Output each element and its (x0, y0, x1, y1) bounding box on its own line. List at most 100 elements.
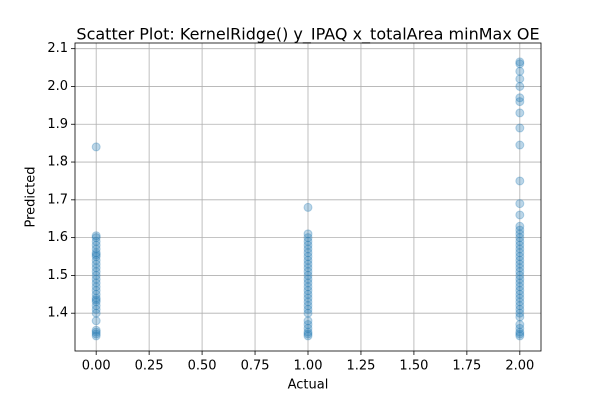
point (91, 316, 101, 326)
point (91, 301, 101, 311)
point (91, 231, 101, 241)
point (303, 236, 313, 246)
point (303, 244, 313, 254)
y-tick-label: 1.6 (47, 230, 68, 245)
point (515, 329, 525, 339)
point (91, 244, 101, 254)
point (303, 301, 313, 311)
point (515, 263, 525, 273)
point (303, 252, 313, 262)
point (303, 293, 313, 303)
point (515, 199, 525, 209)
point (303, 274, 313, 284)
point (303, 286, 313, 296)
point (91, 331, 101, 341)
point (91, 304, 101, 314)
x-tick-label: 1.00 (294, 359, 323, 374)
point (91, 297, 101, 307)
point (303, 267, 313, 277)
point (303, 289, 313, 299)
point (303, 259, 313, 269)
point (91, 248, 101, 258)
point (91, 278, 101, 288)
y-tick-label: 1.5 (47, 268, 68, 283)
point (91, 325, 101, 335)
point (303, 270, 313, 280)
point (515, 274, 525, 284)
point (303, 308, 313, 318)
point (91, 274, 101, 284)
point (91, 255, 101, 265)
point (515, 312, 525, 322)
point (91, 259, 101, 269)
point (91, 252, 101, 262)
point (515, 66, 525, 76)
point (515, 57, 525, 67)
point (515, 244, 525, 254)
point (91, 233, 101, 243)
point (91, 236, 101, 246)
point (515, 308, 525, 318)
x-tick-label: 1.25 (346, 359, 375, 374)
x-tick-label: 0.50 (188, 359, 217, 374)
point (515, 229, 525, 239)
point (515, 176, 525, 186)
point (91, 295, 101, 305)
point (515, 293, 525, 303)
point (515, 270, 525, 280)
point (515, 301, 525, 311)
point (303, 329, 313, 339)
point (303, 233, 313, 243)
point (303, 255, 313, 265)
point (303, 320, 313, 330)
point (515, 123, 525, 133)
point (303, 316, 313, 326)
point (515, 225, 525, 235)
point (91, 286, 101, 296)
point (303, 263, 313, 273)
point (515, 210, 525, 220)
point (515, 331, 525, 341)
point (515, 289, 525, 299)
point (515, 327, 525, 337)
point (515, 140, 525, 150)
y-tick-label: 1.8 (47, 155, 68, 170)
point (515, 236, 525, 246)
x-tick-label: 2.00 (505, 359, 534, 374)
point (303, 304, 313, 314)
point (303, 323, 313, 333)
point (515, 286, 525, 296)
point (515, 304, 525, 314)
x-tick-label: 0.75 (241, 359, 270, 374)
point (515, 259, 525, 269)
point (515, 81, 525, 91)
y-tick-label: 1.7 (47, 192, 68, 207)
point (91, 308, 101, 318)
point (515, 297, 525, 307)
point (515, 221, 525, 231)
point (515, 320, 525, 330)
point (303, 297, 313, 307)
point (91, 240, 101, 250)
x-tick-label: 1.50 (399, 359, 428, 374)
point (515, 267, 525, 277)
point (515, 74, 525, 84)
x-tick-label: 0.00 (82, 359, 111, 374)
point (91, 267, 101, 277)
point (91, 329, 101, 339)
point (515, 97, 525, 107)
point (303, 229, 313, 239)
point (303, 240, 313, 250)
point (515, 282, 525, 292)
point (303, 278, 313, 288)
point (303, 327, 313, 337)
point (91, 142, 101, 152)
point (515, 233, 525, 243)
point (303, 282, 313, 292)
point (515, 248, 525, 258)
y-tick-label: 1.9 (47, 117, 68, 132)
y-tick-label: 1.4 (47, 306, 68, 321)
plot-frame (74, 42, 542, 352)
point (515, 108, 525, 118)
